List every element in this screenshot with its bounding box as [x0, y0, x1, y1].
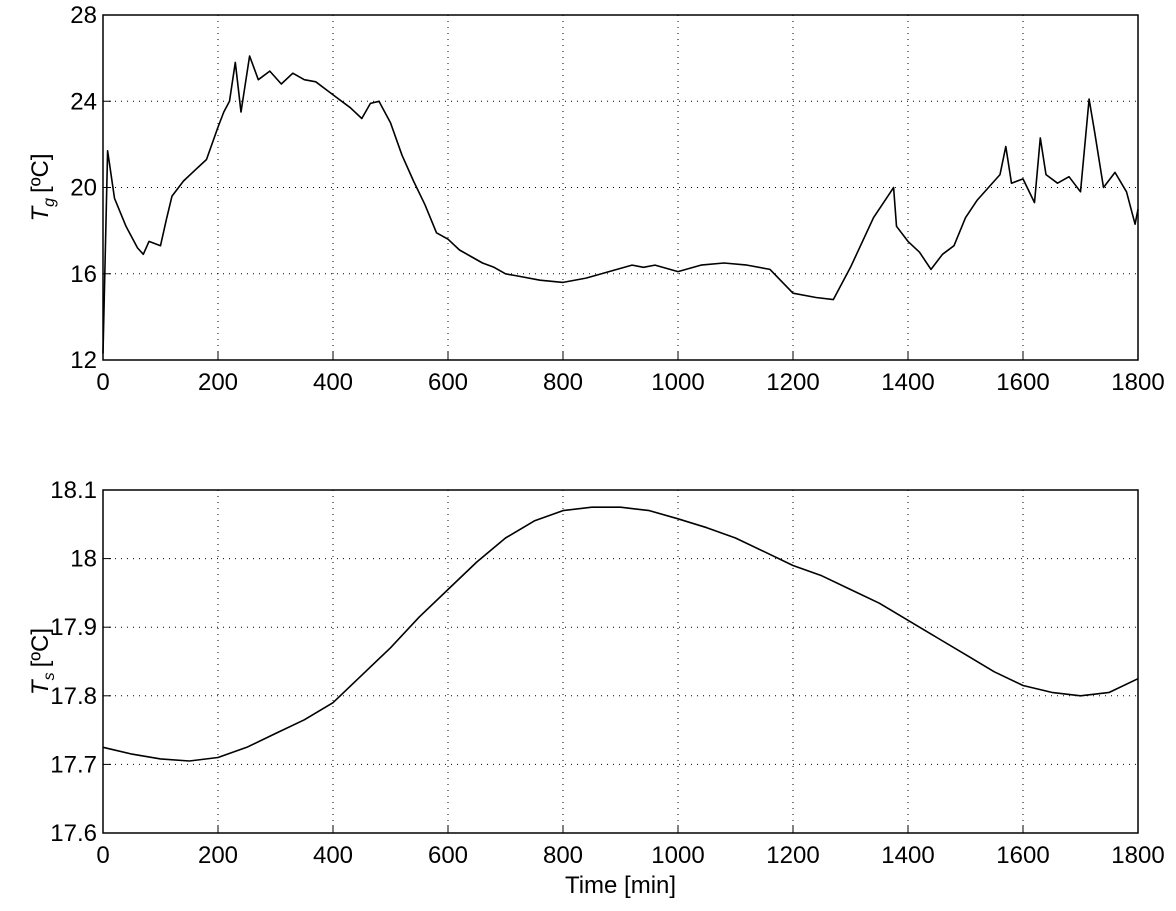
x-tick-label: 1600 — [996, 842, 1049, 869]
y-tick-label: 17.9 — [50, 614, 97, 641]
y-label-subscript: s — [41, 672, 58, 680]
axes-frame — [102, 489, 1139, 834]
y-label-unit: [ºC] — [27, 153, 54, 192]
x-tick-label: 600 — [428, 842, 468, 869]
y-tick-label: 28 — [70, 2, 97, 29]
x-tick-label: 800 — [543, 842, 583, 869]
x-tick-label: 200 — [198, 842, 238, 869]
x-tick-label: 400 — [313, 369, 353, 396]
y-label-subscript: g — [41, 198, 58, 207]
data-line — [102, 506, 1139, 762]
x-tick-label: 1200 — [766, 842, 819, 869]
y-label-symbol: T — [27, 678, 54, 695]
x-tick-label: 600 — [428, 369, 468, 396]
x-tick-label: 400 — [313, 842, 353, 869]
y-tick-label: 17.7 — [50, 751, 97, 778]
y-tick-label: 17.6 — [50, 820, 97, 847]
x-tick-label: 1200 — [766, 369, 819, 396]
y-tick-label: 12 — [70, 347, 97, 374]
data-line — [102, 55, 1139, 354]
y-label-unit: [ºC] — [27, 628, 54, 667]
y-tick-label: 24 — [70, 88, 97, 115]
x-tick-label: 800 — [543, 369, 583, 396]
x-tick-label: 1400 — [881, 369, 934, 396]
x-tick-label: 1800 — [1111, 842, 1164, 869]
x-tick-label: 1400 — [881, 842, 934, 869]
x-tick-label: 1800 — [1111, 369, 1164, 396]
y-label-symbol: T — [27, 205, 54, 222]
y-tick-label: 18 — [70, 546, 97, 573]
x-tick-label: 0 — [96, 842, 109, 869]
x-axis-label: Time [min] — [565, 872, 676, 899]
x-tick-label: 0 — [96, 369, 109, 396]
y-axis-label: Tg [ºC] — [27, 153, 58, 221]
y-tick-label: 17.8 — [50, 683, 97, 710]
x-tick-label: 1000 — [651, 369, 704, 396]
x-tick-label: 1600 — [996, 369, 1049, 396]
y-axis-label: Ts [ºC] — [27, 628, 58, 695]
y-tick-label: 18.1 — [50, 477, 97, 504]
x-tick-label: 200 — [198, 369, 238, 396]
x-tick-label: 1000 — [651, 842, 704, 869]
y-tick-label: 16 — [70, 261, 97, 288]
axes-frame — [102, 14, 1139, 361]
y-tick-label: 20 — [70, 175, 97, 202]
